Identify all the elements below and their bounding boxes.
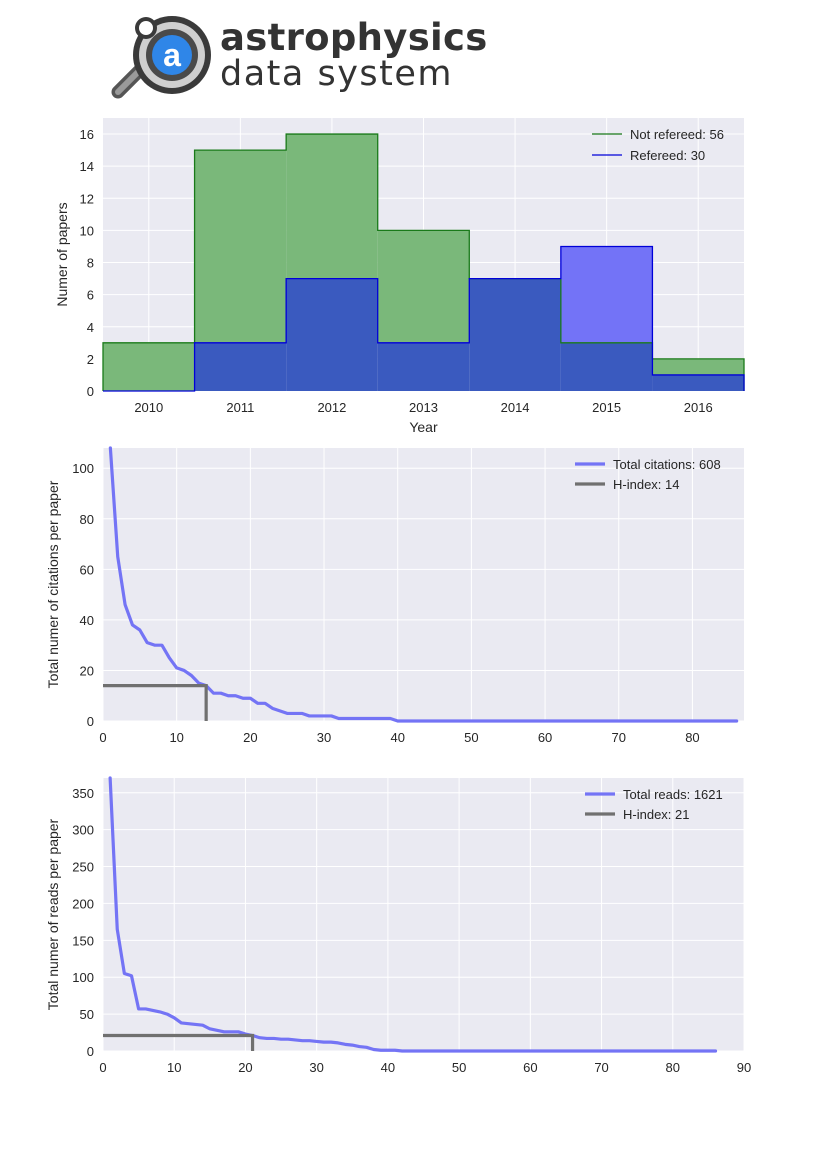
x-tick-label: 70 [612, 730, 626, 745]
x-tick-label: 60 [538, 730, 552, 745]
y-tick-label: 0 [87, 1044, 94, 1059]
not-refereed-bar [194, 150, 287, 343]
y-tick-label: 250 [72, 860, 94, 875]
total-series-line [108, 776, 718, 1053]
legend-label-1: Total citations: 608 [613, 457, 721, 472]
overlap-bar [194, 342, 287, 391]
y-tick-label: 50 [80, 1007, 94, 1022]
y-tick-label: 150 [72, 933, 94, 948]
x-tick-label: 30 [309, 1060, 323, 1075]
y-tick-label: 100 [72, 461, 94, 476]
x-tick-label: 40 [390, 730, 404, 745]
y-axis-label: Numer of papers [54, 202, 70, 306]
y-tick-label: 200 [72, 896, 94, 911]
refereed-step-line [103, 245, 745, 392]
y-tick-label: 0 [87, 714, 94, 729]
x-tick-label: 2014 [501, 400, 530, 415]
y-tick-label: 350 [72, 786, 94, 801]
y-tick-label: 8 [87, 256, 94, 271]
x-tick-label: 0 [99, 1060, 106, 1075]
not-refereed-bar [377, 230, 470, 343]
y-axis-label: Total numer of reads per paper [45, 818, 61, 1010]
overlap-bar [560, 342, 653, 391]
h-index-line [103, 684, 208, 721]
overlap-bar [469, 278, 561, 391]
x-tick-label: 30 [317, 730, 331, 745]
legend-label-1: Not refereed: 56 [630, 127, 724, 142]
x-tick-label: 40 [381, 1060, 395, 1075]
x-tick-label: 50 [464, 730, 478, 745]
x-tick-label: 10 [167, 1060, 181, 1075]
x-tick-label: 10 [169, 730, 183, 745]
refereed-bar [560, 246, 653, 343]
x-tick-label: 70 [594, 1060, 608, 1075]
magnifier-icon: a [111, 16, 211, 99]
x-tick-label: 2010 [134, 400, 163, 415]
citations-per-paper-chart: 0 10 20 30 40 50 60 70 80 0 20 40 60 80 100 Total numer… [45, 446, 744, 745]
overlap-bar [652, 374, 744, 391]
y-tick-label: 20 [80, 663, 94, 678]
y-tick-label: 2 [87, 352, 94, 367]
x-tick-label: 20 [243, 730, 257, 745]
y-tick-label: 100 [72, 970, 94, 985]
x-tick-label: 80 [666, 1060, 680, 1075]
y-tick-label: 6 [87, 288, 94, 303]
plot-area [103, 448, 744, 721]
plot-area [103, 778, 744, 1051]
y-tick-label: 80 [80, 512, 94, 527]
y-tick-label: 300 [72, 823, 94, 838]
total-series-line [108, 446, 739, 723]
x-tick-label: 2015 [592, 400, 621, 415]
y-tick-label: 40 [80, 613, 94, 628]
y-tick-label: 0 [87, 384, 94, 399]
legend-label-2: H-index: 21 [623, 807, 689, 822]
y-tick-label: 14 [80, 159, 94, 174]
y-tick-label: 16 [80, 127, 94, 142]
y-tick-label: 4 [87, 320, 94, 335]
logo-subtitle: data system [220, 54, 453, 94]
x-tick-label: 80 [685, 730, 699, 745]
logo-badge-letter: a [163, 37, 181, 73]
overlap-bar [377, 342, 470, 391]
overlap-bar [286, 278, 378, 391]
x-tick-label: 60 [523, 1060, 537, 1075]
not-refereed-bar [103, 342, 195, 391]
x-tick-label: 20 [238, 1060, 252, 1075]
y-axis-label: Total numer of citations per paper [45, 480, 61, 688]
x-tick-label: 90 [737, 1060, 751, 1075]
legend-label-2: Refereed: 30 [630, 148, 705, 163]
y-tick-label: 12 [80, 191, 94, 206]
x-tick-label: 2013 [409, 400, 438, 415]
y-tick-label: 10 [80, 223, 94, 238]
logo-title: astrophysics [220, 16, 488, 59]
reads-per-paper-chart: 0 10 20 30 40 50 60 70 80 90 0 50 100 150 200 250 300 350… [45, 776, 751, 1075]
papers-per-year-histogram: 2010 2011 2012 2013 2014 2015 2016 0 2 4 6 8 10 12 14 1… [54, 118, 745, 435]
h-index-line [103, 1033, 255, 1051]
legend-label-1: Total reads: 1621 [623, 787, 723, 802]
x-tick-label: 2011 [226, 400, 254, 415]
x-tick-label: 0 [99, 730, 106, 745]
x-tick-label: 2012 [317, 400, 346, 415]
x-axis-label: Year [409, 419, 438, 435]
x-tick-label: 2016 [684, 400, 713, 415]
not-refereed-bar [652, 358, 744, 375]
y-tick-label: 60 [80, 562, 94, 577]
legend-label-2: H-index: 14 [613, 477, 679, 492]
x-tick-label: 50 [452, 1060, 466, 1075]
ads-logo: a astrophysics data system [106, 10, 487, 102]
not-refereed-bar [286, 134, 378, 279]
